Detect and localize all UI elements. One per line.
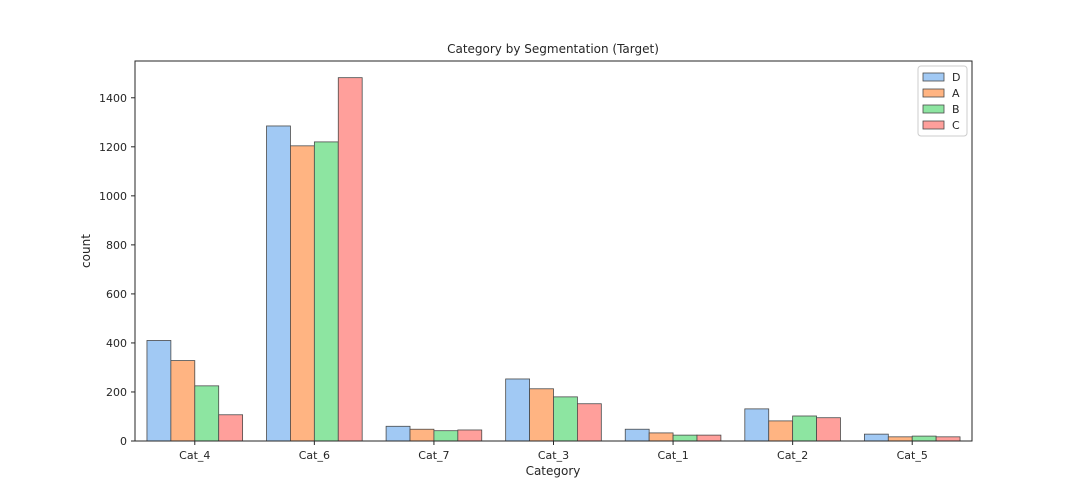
bar-cat-4-d: [146, 340, 172, 442]
bar-cat-1-b: [672, 434, 698, 442]
y-tick-label: 0: [120, 435, 127, 448]
y-axis: 0 200 400 600 800 1000 1200 1400: [99, 92, 135, 448]
bar-cat-3-c: [577, 403, 602, 442]
legend-label-a: A: [952, 87, 960, 100]
legend-label-d: D: [952, 71, 960, 84]
bar-cat-3-a: [529, 388, 554, 442]
bar-cat-2-c: [816, 417, 841, 442]
bar-cat-3-b: [553, 396, 578, 442]
x-tick-label: Cat_1: [657, 449, 688, 462]
x-tick-label: Cat_3: [538, 449, 569, 462]
bar-cat-2-a: [768, 420, 794, 442]
legend-label-b: B: [952, 103, 960, 116]
bars-group: [146, 77, 961, 442]
legend-label-c: C: [952, 119, 960, 132]
x-axis-title: Category: [526, 464, 581, 478]
bar-cat-5-a: [887, 436, 913, 442]
legend-swatch-a: [922, 88, 945, 98]
x-tick-label: Cat_6: [299, 449, 330, 462]
bar-cat-1-c: [696, 434, 722, 442]
legend-box: [917, 65, 968, 137]
bar-cat-2-b: [792, 415, 817, 442]
y-tick-label: 1400: [99, 92, 127, 105]
y-tick-label: 400: [106, 337, 127, 350]
y-tick-label: 1200: [99, 141, 127, 154]
bar-cat-6-b: [313, 141, 339, 442]
bar-cat-7-d: [385, 425, 411, 442]
x-tick-label: Cat_2: [777, 449, 808, 462]
bar-cat-5-c: [935, 436, 961, 442]
bar-cat-6-d: [266, 125, 291, 442]
bar-cat-1-d: [624, 428, 650, 442]
x-tick-label: Cat_5: [897, 449, 928, 462]
chart-title: Category by Segmentation (Target): [447, 42, 659, 56]
legend-swatch-d: [922, 72, 945, 82]
bar-cat-4-a: [170, 360, 196, 442]
bar-cat-7-b: [433, 430, 459, 442]
bar-cat-7-a: [409, 428, 435, 442]
y-tick-label: 600: [106, 288, 127, 301]
bar-cat-4-b: [194, 385, 220, 442]
bar-cat-5-d: [863, 433, 889, 442]
bar-cat-3-d: [505, 378, 530, 442]
plot-frame: [134, 60, 973, 442]
x-tick-label: Cat_4: [179, 449, 210, 462]
bar-cat-2-d: [744, 408, 770, 442]
legend-swatch-b: [922, 104, 945, 114]
bar-cat-7-c: [457, 429, 483, 442]
y-axis-title: count: [79, 234, 93, 268]
x-axis: Cat_4 Cat_6 Cat_7 Cat_3 Cat_1 Cat_2 Cat_5: [179, 441, 928, 462]
legend-swatch-c: [922, 120, 945, 130]
bar-cat-4-c: [218, 414, 244, 442]
y-tick-label: 1000: [99, 190, 127, 203]
y-tick-label: 800: [106, 239, 127, 252]
bar-cat-6-c: [337, 77, 363, 442]
y-tick-label: 200: [106, 386, 127, 399]
bar-cat-6-a: [290, 145, 315, 442]
bar-cat-5-b: [911, 435, 937, 442]
bar-cat-1-a: [648, 432, 674, 442]
x-tick-label: Cat_7: [418, 449, 449, 462]
